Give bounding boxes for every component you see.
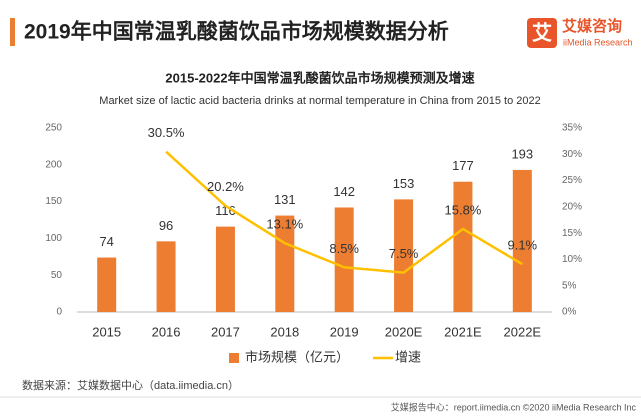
- y2-tick-label: 35%: [562, 123, 582, 134]
- y2-tick-label: 0%: [562, 307, 577, 318]
- bar: [453, 181, 473, 312]
- line-value-label: 15.8%: [445, 202, 482, 217]
- x-tick-label: 2019: [330, 324, 359, 339]
- y-tick-label: 150: [45, 196, 62, 207]
- x-tick-label: 2018: [270, 324, 299, 339]
- legend-label: 市场规模（亿元）: [245, 349, 349, 364]
- y-tick-label: 0: [56, 307, 62, 318]
- x-tick-label: 2016: [152, 324, 181, 339]
- x-tick-label: 2015: [92, 324, 121, 339]
- line-value-label: 20.2%: [207, 179, 244, 194]
- footer: 艾媒报告中心：report.iimedia.cn ©2020 iiMedia R…: [391, 401, 637, 412]
- y-tick-label: 250: [45, 123, 62, 134]
- bar-value-label: 96: [159, 218, 173, 233]
- y2-tick-label: 25%: [562, 175, 582, 186]
- chart-title: 2015-2022年中国常温乳酸菌饮品市场规模预测及增速: [165, 70, 474, 85]
- page-title: 2019年中国常温乳酸菌饮品市场规模数据分析: [24, 20, 449, 44]
- bar-value-label: 153: [393, 176, 415, 191]
- bar-value-label: 116: [215, 203, 236, 218]
- bar: [394, 199, 414, 312]
- logo-text: 艾媒咨询: [562, 17, 622, 35]
- y-tick-label: 200: [45, 159, 62, 170]
- legend-swatch: [229, 353, 239, 363]
- y2-tick-label: 15%: [562, 228, 582, 239]
- line-value-label: 9.1%: [507, 238, 537, 253]
- line-value-label: 13.1%: [266, 217, 303, 232]
- chart-subtitle: Market size of lactic acid bacteria drin…: [99, 95, 540, 107]
- line-value-label: 8.5%: [329, 241, 359, 256]
- bar-value-label: 193: [511, 146, 533, 161]
- source: 数据来源：艾媒数据中心（data.iimedia.cn）: [22, 378, 239, 392]
- logo-box: [527, 18, 557, 48]
- bar: [512, 169, 532, 312]
- bar: [334, 207, 354, 312]
- line-value-label: 30.5%: [148, 125, 185, 140]
- logo-icon: 艾: [532, 21, 552, 44]
- x-tick-label: 2022E: [504, 324, 542, 339]
- bar-value-label: 74: [99, 234, 113, 249]
- y2-tick-label: 30%: [562, 149, 582, 160]
- bar: [215, 226, 235, 312]
- logo-sub: iiMedia Research: [563, 37, 633, 47]
- bar: [97, 257, 117, 312]
- line-value-label: 7.5%: [389, 246, 419, 261]
- title-accent: [10, 18, 15, 46]
- y2-tick-label: 10%: [562, 254, 582, 265]
- y-tick-label: 100: [45, 233, 62, 244]
- x-tick-label: 2020E: [385, 324, 423, 339]
- bar: [156, 241, 176, 312]
- y2-tick-label: 5%: [562, 280, 577, 291]
- line: [165, 150, 523, 274]
- x-tick-label: 2017: [211, 324, 240, 339]
- bar-value-label: 142: [333, 184, 355, 199]
- bar-value-label: 177: [452, 158, 474, 173]
- legend-label: 增速: [395, 349, 421, 364]
- bar-value-label: 131: [274, 192, 296, 207]
- y2-tick-label: 20%: [562, 201, 582, 212]
- x-tick-label: 2021E: [444, 324, 482, 339]
- y-tick-label: 50: [51, 270, 63, 281]
